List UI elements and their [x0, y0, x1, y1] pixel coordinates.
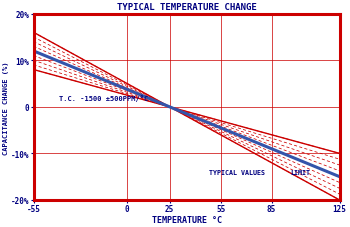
Text: T.C. -1500 ±500PPM/°C: T.C. -1500 ±500PPM/°C: [59, 94, 148, 101]
Y-axis label: CAPACITANCE CHANGE (%): CAPACITANCE CHANGE (%): [4, 61, 9, 154]
Title: TYPICAL TEMPERATURE CHANGE: TYPICAL TEMPERATURE CHANGE: [117, 3, 257, 12]
Text: TYPICAL VALUES: TYPICAL VALUES: [209, 170, 265, 175]
Text: LIMIT: LIMIT: [290, 170, 310, 175]
X-axis label: TEMPERATURE °C: TEMPERATURE °C: [152, 215, 222, 224]
